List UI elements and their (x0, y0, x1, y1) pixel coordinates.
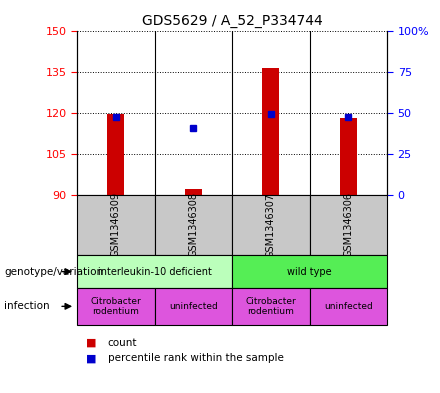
Bar (154, 195, 232, 255)
Bar (77, 255, 232, 288)
Title: GDS5629 / A_52_P334744: GDS5629 / A_52_P334744 (142, 14, 323, 28)
Text: interleukin-10 deficient: interleukin-10 deficient (98, 266, 212, 277)
Text: Citrobacter
rodentium: Citrobacter rodentium (90, 297, 141, 316)
Text: GSM1346306: GSM1346306 (344, 193, 353, 257)
Text: genotype/variation: genotype/variation (4, 266, 103, 277)
Text: ■: ■ (86, 338, 96, 348)
Bar (262, 68, 279, 195)
Text: infection: infection (4, 301, 50, 311)
Bar (107, 114, 125, 195)
Bar (310, 288, 387, 325)
Bar (77, 288, 154, 325)
Text: ■: ■ (86, 353, 96, 364)
Text: uninfected: uninfected (169, 302, 218, 311)
Text: GSM1346308: GSM1346308 (188, 193, 198, 257)
Text: count: count (108, 338, 137, 348)
Bar (340, 118, 357, 195)
Bar (232, 255, 387, 288)
Text: wild type: wild type (287, 266, 332, 277)
Bar (185, 189, 202, 195)
Bar (232, 288, 310, 325)
Bar (232, 195, 310, 255)
Text: uninfected: uninfected (324, 302, 373, 311)
Text: Citrobacter
rodentium: Citrobacter rodentium (246, 297, 296, 316)
Text: GSM1346309: GSM1346309 (111, 193, 121, 257)
Bar (77, 195, 154, 255)
Bar (154, 288, 232, 325)
Text: percentile rank within the sample: percentile rank within the sample (108, 353, 284, 364)
Text: GSM1346307: GSM1346307 (266, 193, 276, 257)
Bar (310, 195, 387, 255)
